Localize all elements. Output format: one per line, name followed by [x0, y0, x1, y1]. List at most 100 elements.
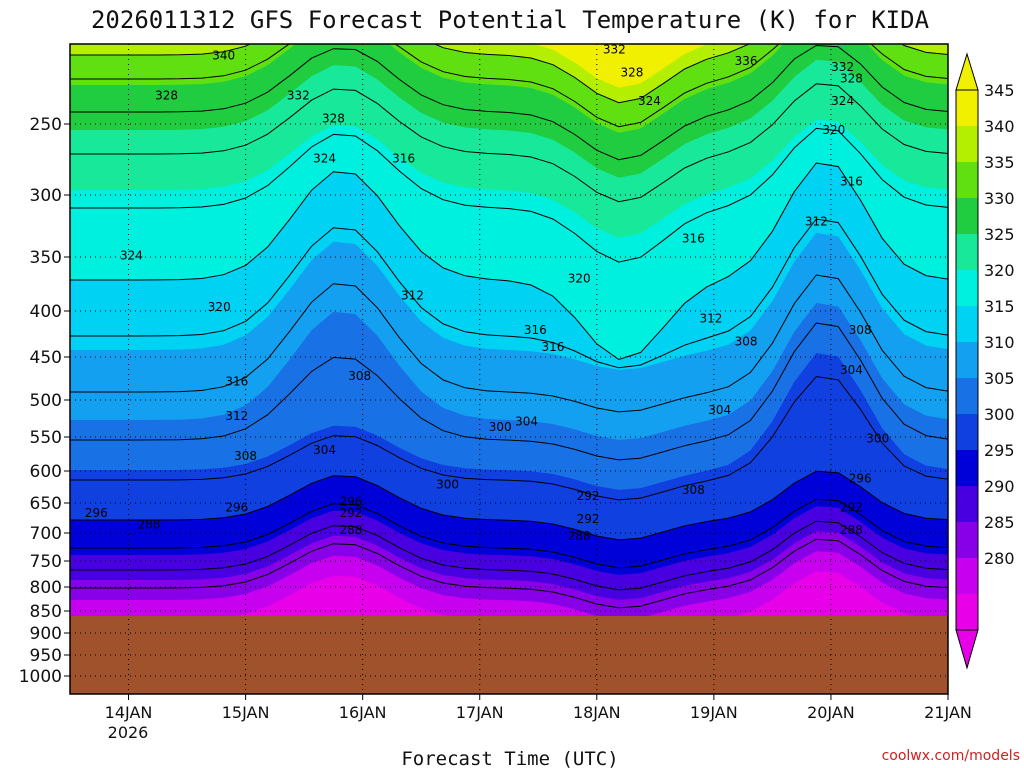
isentrope-324	[70, 127, 948, 263]
y-tick-label: 850	[30, 602, 62, 622]
x-tick-label: 18JAN	[573, 703, 621, 722]
colorbar-label: 310	[984, 333, 1015, 352]
x-axis-year-label: 2026	[108, 723, 149, 742]
colorbar-label: 305	[984, 369, 1015, 388]
contour-label: 316	[840, 174, 863, 188]
contour-label: 300	[866, 432, 889, 446]
colorbar-label: 345	[984, 81, 1015, 100]
y-tick-label: 400	[30, 302, 62, 322]
contour-label: 304	[840, 363, 863, 377]
contour-label: 332	[603, 43, 626, 57]
colorbar-swatch	[956, 558, 978, 595]
colorbar-label: 290	[984, 477, 1015, 496]
y-tick-label: 450	[30, 348, 62, 368]
contour-label: 288	[340, 523, 363, 537]
isentrope-320	[70, 162, 948, 361]
plot-frame	[69, 43, 949, 695]
colorbar-label: 285	[984, 513, 1015, 532]
x-axis-label: Forecast Time (UTC)	[401, 748, 618, 768]
contour-label: 312	[699, 312, 722, 326]
contour-label: 308	[735, 334, 758, 348]
y-tick-label: 250	[30, 115, 62, 135]
colorbar: 345 340 335 330 325 320 315 310 305 300 295 290 285 2…	[955, 52, 1015, 670]
colorbar-label: 280	[984, 549, 1015, 568]
colorbar-swatch	[956, 378, 978, 415]
colorbar-swatch	[956, 486, 978, 523]
contour-label: 332	[831, 60, 854, 74]
y-tick-label: 300	[30, 186, 62, 206]
contour-label: 308	[682, 483, 705, 497]
contour-label: 296	[85, 506, 108, 520]
contour-label: 296	[849, 472, 872, 486]
isentrope-304	[70, 376, 948, 501]
terrain-block	[70, 616, 948, 694]
colorbar-swatch	[956, 522, 978, 559]
y-tick-label: 700	[30, 524, 62, 544]
isentrope-312	[70, 274, 948, 413]
contour-label: 328	[620, 66, 643, 80]
contour-label: 304	[708, 403, 731, 417]
contour-label: 328	[155, 88, 178, 102]
contour-label: 288	[568, 529, 591, 543]
contour-label: 304	[313, 443, 336, 457]
contour-label: 316	[225, 374, 248, 388]
colorbar-label: 315	[984, 297, 1015, 316]
colorbar-bottom-arrow	[955, 629, 979, 670]
x-tick-label: 19JAN	[690, 703, 738, 722]
colorbar-swatch	[956, 162, 978, 199]
contour-label: 324	[831, 94, 854, 108]
contour-label: 296	[340, 495, 363, 509]
theta-field	[70, 44, 948, 694]
x-tick-label: 17JAN	[456, 703, 504, 722]
contour-label: 336	[735, 54, 758, 68]
contour-label: 300	[436, 477, 459, 491]
contour-label: 316	[682, 231, 705, 245]
y-tick-label: 500	[30, 391, 62, 411]
contour-label: 320	[568, 272, 591, 286]
contour-label: 324	[313, 151, 336, 165]
colorbar-swatch	[956, 342, 978, 379]
y-tick-label: 950	[30, 646, 62, 666]
colorbar-label: 330	[984, 189, 1015, 208]
colorbar-swatch	[956, 270, 978, 307]
colorbar-swatch	[956, 414, 978, 451]
y-tick-label: 750	[30, 552, 62, 572]
colorbar-label: 300	[984, 405, 1015, 424]
colorbar-swatch	[956, 126, 978, 163]
contour-label: 308	[348, 369, 371, 383]
colorbar-swatch	[956, 234, 978, 271]
colorbar-swatch	[956, 594, 978, 631]
contour-label: 288	[138, 517, 161, 531]
colorbar-label: 340	[984, 117, 1015, 136]
colorbar-label: 335	[984, 153, 1015, 172]
contour-label: 308	[234, 449, 257, 463]
contour-label: 316	[524, 323, 547, 337]
isentrope-292	[70, 520, 948, 591]
x-tick-label: 21JAN	[924, 703, 972, 722]
contour-label: 332	[287, 88, 310, 102]
isentrope-336	[70, 44, 948, 128]
colorbar-frame	[955, 89, 979, 631]
contour-label: 288	[840, 523, 863, 537]
colorbar-swatch	[956, 90, 978, 127]
contour-label: 304	[515, 415, 538, 429]
contour-label: 312	[225, 409, 248, 423]
contour-label: 308	[849, 323, 872, 337]
y-tick-label: 1000	[19, 667, 62, 687]
isentrope-300	[70, 470, 948, 541]
x-tick-label: 16JAN	[339, 703, 387, 722]
x-tick-label: 20JAN	[807, 703, 855, 722]
colorbar-label: 325	[984, 225, 1015, 244]
isentrope-316	[70, 218, 948, 369]
contour-label: 320	[822, 123, 845, 137]
x-tick-label: 15JAN	[222, 703, 270, 722]
credit-label[interactable]: coolwx.com/models	[882, 748, 1020, 764]
contour-label: 300	[489, 420, 512, 434]
isentrope-340	[70, 44, 948, 104]
contour-label: 320	[208, 300, 231, 314]
contour-label: 328	[840, 71, 863, 85]
isentrope-328	[70, 83, 948, 203]
colorbar-top-arrow	[955, 52, 979, 91]
y-tick-label: 800	[30, 578, 62, 598]
